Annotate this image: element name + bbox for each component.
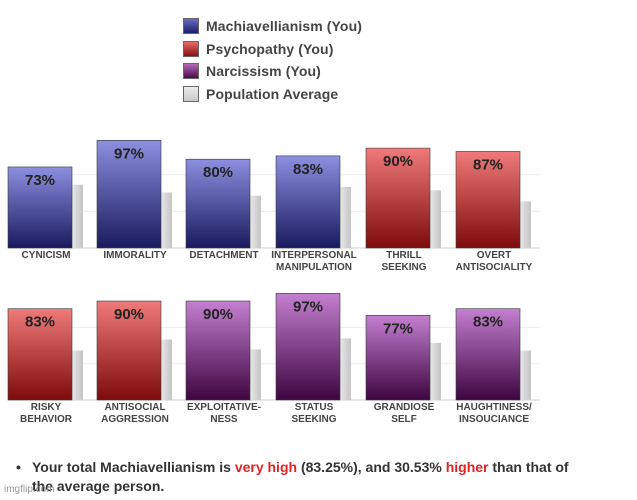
- category-label: AGGRESSION: [101, 414, 169, 425]
- bullet: •: [16, 459, 21, 475]
- avg-bar: [430, 342, 441, 400]
- summary-middle: (83.25%), and 30.53%: [297, 459, 446, 475]
- legend-item-population-average: Population Average: [183, 83, 362, 106]
- score-bar: [275, 155, 341, 249]
- score-bar: [96, 300, 162, 401]
- data-label: 83%: [293, 161, 323, 178]
- legend-label: Psychopathy (You): [206, 40, 334, 57]
- score-bar: [185, 158, 251, 249]
- summary-suffix: than that of the average person.: [32, 459, 569, 494]
- category-label: EXPLOITATIVE-: [187, 402, 261, 413]
- category-label: SEEKING: [381, 262, 426, 273]
- category-label: MANIPULATION: [276, 262, 352, 273]
- avg-bar: [161, 339, 172, 400]
- data-label: 97%: [293, 298, 323, 315]
- legend-label: Population Average: [206, 85, 339, 102]
- legend-swatch: [183, 18, 199, 35]
- avg-bar: [161, 192, 172, 248]
- score-bar: [365, 314, 431, 401]
- avg-bar: [340, 186, 351, 248]
- summary-level: very high: [234, 459, 298, 475]
- bar-charts: 73% CYNICISM 97% IMMORALITY 80% DETACHMENT 83%…: [7, 140, 540, 425]
- legend-swatch: [183, 63, 199, 80]
- legend-swatch: [183, 40, 199, 57]
- summary-prefix: Your total Machiavellianism is: [32, 459, 235, 475]
- summary: • Your total Machiavellianism is very hi…: [16, 458, 576, 496]
- avg-bar: [72, 350, 83, 400]
- summary-direction: higher: [445, 459, 489, 475]
- category-label: OVERT: [477, 250, 511, 261]
- category-label: THRILL: [386, 250, 422, 261]
- score-bar: [96, 140, 162, 249]
- watermark: imgflip.com: [4, 484, 55, 495]
- avg-bar: [520, 201, 531, 248]
- avg-bar: [340, 338, 351, 400]
- legend-label: Narcissism (You): [206, 63, 321, 80]
- legend-item-narcissism: Narcissism (You): [183, 60, 362, 83]
- category-label: STATUS: [295, 402, 334, 413]
- category-label: SELF: [391, 414, 417, 425]
- avg-bar: [250, 195, 261, 248]
- score-bar: [455, 151, 521, 249]
- category-label: DETACHMENT: [189, 250, 258, 261]
- category-label: ANTISOCIAL: [104, 402, 165, 413]
- score-bar: [275, 292, 341, 401]
- data-label: 80%: [203, 164, 233, 181]
- summary-text: Your total Machiavellianism is very high…: [32, 458, 576, 496]
- data-label: 73%: [25, 172, 55, 189]
- data-label: 97%: [114, 145, 144, 162]
- category-label: HAUGHTINESS/: [456, 402, 532, 413]
- data-label: 90%: [203, 306, 233, 323]
- category-label: ANTISOCIALITY: [456, 262, 533, 273]
- legend: Machiavellianism (You) Psychopathy (You)…: [183, 15, 362, 105]
- data-label: 83%: [473, 314, 503, 331]
- avg-bar: [430, 190, 441, 248]
- avg-bar: [72, 184, 83, 248]
- score-bar: [185, 300, 251, 401]
- data-label: 90%: [383, 153, 413, 170]
- score-bar: [455, 308, 521, 401]
- category-label: CYNICISM: [22, 250, 71, 261]
- category-label: GRANDIOSE: [374, 402, 435, 413]
- category-label: IMMORALITY: [103, 250, 167, 261]
- data-label: 77%: [383, 320, 413, 337]
- data-label: 90%: [114, 306, 144, 323]
- legend-label: Machiavellianism (You): [206, 18, 362, 35]
- category-label: INTERPERSONAL: [271, 250, 357, 261]
- category-label: NESS: [210, 414, 238, 425]
- legend-swatch: [183, 85, 199, 102]
- data-label: 83%: [25, 314, 55, 331]
- legend-item-psychopathy: Psychopathy (You): [183, 38, 362, 61]
- data-label: 87%: [473, 156, 503, 173]
- score-bar: [7, 166, 73, 249]
- score-bar: [7, 308, 73, 401]
- category-label: SEEKING: [291, 414, 336, 425]
- category-label: INSOUCIANCE: [459, 414, 529, 425]
- legend-item-machiavellianism: Machiavellianism (You): [183, 15, 362, 38]
- chart-row-1: 73% CYNICISM 97% IMMORALITY 80% DETACHMENT 83%…: [7, 140, 540, 273]
- avg-bar: [520, 350, 531, 400]
- category-label: BEHAVIOR: [20, 414, 73, 425]
- score-bar: [365, 147, 431, 249]
- avg-bar: [250, 349, 261, 400]
- category-label: RISKY: [31, 402, 62, 413]
